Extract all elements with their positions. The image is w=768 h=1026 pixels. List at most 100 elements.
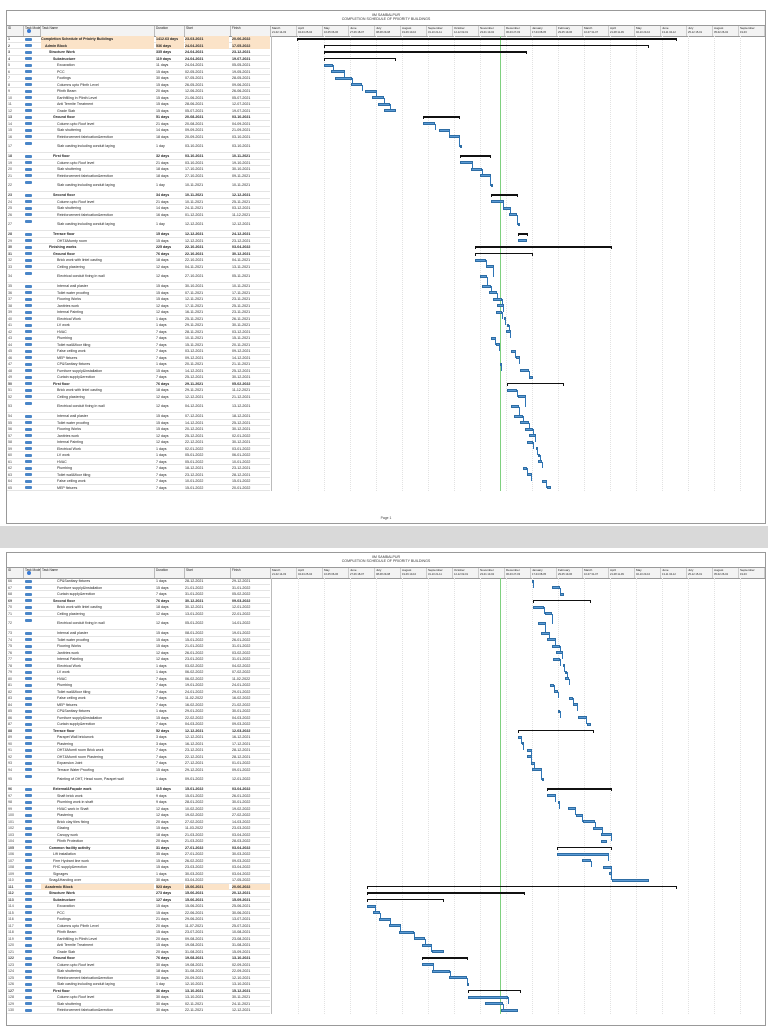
task-bar[interactable] xyxy=(467,995,509,999)
task-bar[interactable] xyxy=(529,375,534,379)
task-bar[interactable] xyxy=(551,644,560,648)
task-bar[interactable] xyxy=(448,135,460,139)
task-bar[interactable] xyxy=(542,479,547,483)
task-row[interactable]: 64 False ceiling work 7 days 10-01-2022 15-0… xyxy=(7,478,270,485)
task-bar[interactable] xyxy=(532,768,542,772)
task-bar[interactable] xyxy=(541,778,545,781)
task-row[interactable]: 50 First floor 76 days 29-11-2021 05-02-2022 xyxy=(7,381,270,387)
task-row[interactable]: 125 Reinforcement fabrication&erection 30 … xyxy=(7,975,270,981)
task-row[interactable]: 34 Electrical conduit fixing in wall 12 da… xyxy=(7,270,270,283)
task-row[interactable]: 102 Glazing 15 days 11-03-2022 23-03-2022 xyxy=(7,825,270,832)
task-row[interactable]: 130 Reinforcement fabrication&erection 30 … xyxy=(7,1007,270,1014)
task-bar[interactable] xyxy=(367,904,376,908)
task-row[interactable]: 51 Brick work with lintel casting 18 days 2… xyxy=(7,387,270,394)
task-row[interactable]: 76 Janitries work 12 days 26-01-2022 03-02-2… xyxy=(7,650,270,656)
task-row[interactable]: 26 Reinforcement fabrication&erection 16 d… xyxy=(7,212,270,218)
task-row[interactable]: 62 Plumbing 7 days 18-12-2021 23-12-2021 xyxy=(7,465,270,472)
task-row[interactable]: 52 Ceiling plastering 12 days 12-12-2021 21-… xyxy=(7,394,270,400)
task-bar[interactable] xyxy=(554,690,559,694)
task-row[interactable]: 7 Footings 30 days 07-05-2021 28-05-2021 xyxy=(7,75,270,82)
task-bar[interactable] xyxy=(495,343,500,347)
task-row[interactable]: 71 Ceiling plastering 12 days 13-01-2022 22-… xyxy=(7,611,270,617)
task-row[interactable]: 105 Common facility activity 31 days 27-01-… xyxy=(7,845,270,851)
task-row[interactable]: 16 Reinforcement fabrication&erection 18 d… xyxy=(7,134,270,140)
task-row[interactable]: 69 Second floor 76 days 30-12-2021 09-03-202… xyxy=(7,598,270,604)
task-bar[interactable] xyxy=(518,735,522,739)
task-row[interactable]: 61 HVAC 7 days 05-01-2022 10-01-2022 xyxy=(7,459,270,465)
task-bar[interactable] xyxy=(421,943,432,947)
task-row[interactable]: 22 Slab casting including conduit laying 1… xyxy=(7,179,270,192)
task-row[interactable]: 3 Structure Work 335 days 24-04-2021 23-12-2… xyxy=(7,49,270,56)
task-bar[interactable] xyxy=(533,605,545,609)
task-bar[interactable] xyxy=(493,297,503,301)
task-row[interactable]: 92 OHT&Mumti room Plastering 7 days 22-12-2… xyxy=(7,754,270,760)
task-row[interactable]: 115 PCC 15 days 22-06-2021 30-06-2021 xyxy=(7,910,270,916)
task-bar[interactable] xyxy=(421,963,434,967)
task-row[interactable]: 24 Column upto Roof level 21 days 10-11-202… xyxy=(7,199,270,205)
task-bar[interactable] xyxy=(556,852,609,856)
task-row[interactable]: 42 HVAC 7 days 28-11-2021 03-12-2021 xyxy=(7,329,270,335)
task-bar[interactable] xyxy=(459,145,462,148)
task-row[interactable]: 31 Ground floor 76 days 22-10-2021 30-12-202… xyxy=(7,251,270,257)
task-bar[interactable] xyxy=(524,427,534,431)
task-row[interactable]: 90 Plastering 3 days 16-12-2021 17-12-2021 xyxy=(7,741,270,747)
task-bar[interactable] xyxy=(491,184,494,187)
task-bar[interactable] xyxy=(475,258,487,262)
task-row[interactable]: 20 Slab shuttering 18 days 17-10-2021 30-10-… xyxy=(7,166,270,173)
task-row[interactable]: 101 Brick clay tiles fixing 20 days 27-02-2… xyxy=(7,819,270,825)
task-row[interactable]: 17 Slab casting including conduit laying 1… xyxy=(7,140,270,153)
task-bar[interactable] xyxy=(518,239,528,243)
task-row[interactable]: 8 Columns upto Plinth Level 15 days 26-05-2… xyxy=(7,82,270,88)
task-bar[interactable] xyxy=(364,89,377,93)
task-bar[interactable] xyxy=(431,969,451,973)
task-bar[interactable] xyxy=(538,460,543,464)
task-bar[interactable] xyxy=(448,976,468,980)
task-row[interactable]: 13 Ground floor 51 days 20-08-2021 03-10-202… xyxy=(7,114,270,121)
task-bar[interactable] xyxy=(399,930,415,934)
task-bar[interactable] xyxy=(507,388,518,392)
task-row[interactable]: 108 FHC supply&erection 15 days 23-03-2022 0… xyxy=(7,864,270,871)
task-row[interactable]: 68 Curtain supply&erection 7 days 31-01-202… xyxy=(7,591,270,598)
task-row[interactable]: 65 MEP fixtures 7 days 15-01-2022 20-01-2022 xyxy=(7,485,270,491)
task-bar[interactable] xyxy=(518,223,521,226)
task-row[interactable]: 54 Internal wall plaster 15 days 07-12-2021… xyxy=(7,413,270,420)
task-row[interactable]: 63 Toilet wall&floor tiling 7 days 23-12-20… xyxy=(7,472,270,478)
task-row[interactable]: 41 LV work 1 days 29-11-2021 30-11-2021 xyxy=(7,322,270,329)
task-row[interactable]: 127 First floor 36 days 13-10-2021 15-12-202… xyxy=(7,988,270,994)
task-bar[interactable] xyxy=(586,722,591,726)
task-bar[interactable] xyxy=(491,336,496,340)
task-row[interactable]: 117 Columns upto Plinth Level 20 days 11-07… xyxy=(7,923,270,929)
task-bar[interactable] xyxy=(482,284,492,288)
task-row[interactable]: 70 Brick work with lintel casting 18 days 3… xyxy=(7,604,270,611)
task-row[interactable]: 84 MEP fixtures 7 days 16-02-2022 21-02-2022 xyxy=(7,702,270,708)
task-row[interactable]: 72 Electrical conduit fixing in wall 12 da… xyxy=(7,617,270,630)
task-bar[interactable] xyxy=(389,924,401,928)
task-row[interactable]: 74 Toilet water proofing 15 days 15-01-2022… xyxy=(7,637,270,643)
task-bar[interactable] xyxy=(582,820,596,824)
task-bar[interactable] xyxy=(379,917,391,921)
task-row[interactable]: 33 Ceiling plastering 12 days 04-11-2021 13-… xyxy=(7,264,270,270)
task-row[interactable]: 57 Janitries work 12 days 25-12-2021 02-01-2… xyxy=(7,433,270,439)
task-bar[interactable] xyxy=(560,592,565,596)
task-row[interactable]: 87 Curtain supply&erection 7 days 04-03-202… xyxy=(7,721,270,728)
task-row[interactable]: 85 CP&Sanitary fixtures 1 days 29-01-2022 30… xyxy=(7,708,270,715)
task-row[interactable]: 30 Finishing works 225 days 22-10-2021 03-04… xyxy=(7,244,270,251)
task-row[interactable]: 88 Terrace floor 52 days 12-12-2021 12-03-20… xyxy=(7,728,270,734)
task-bar[interactable] xyxy=(323,63,334,67)
task-bar[interactable] xyxy=(546,486,551,490)
task-row[interactable]: 56 Flooring Works 15 days 20-12-2021 30-12-2… xyxy=(7,426,270,433)
task-row[interactable]: 106 Lift installation 35 days 27-01-2022 30-… xyxy=(7,851,270,858)
task-row[interactable]: 66 CP&Sanitary fixtures 1 days 28-12-2021 29… xyxy=(7,578,270,585)
task-row[interactable]: 10 Earthfilling in Plinth Level 15 days 21-… xyxy=(7,95,270,101)
task-row[interactable]: 19 Column upto Roof level 21 days 03-10-202… xyxy=(7,160,270,166)
task-bar[interactable] xyxy=(372,96,385,100)
task-row[interactable]: 80 HVAC 7 days 06-02-2022 11-02-2022 xyxy=(7,676,270,682)
task-row[interactable]: 107 Firm Hydrant line work 15 days 26-02-20… xyxy=(7,858,270,864)
task-bar[interactable] xyxy=(484,1002,504,1006)
task-bar[interactable] xyxy=(479,174,491,178)
task-bar[interactable] xyxy=(422,122,436,126)
task-bar[interactable] xyxy=(602,865,612,869)
task-row[interactable]: 93 Expansion Joint 7 days 27-12-2021 01-01-2… xyxy=(7,760,270,767)
task-row[interactable]: 100 Plastering 12 days 19-02-2022 27-02-2022 xyxy=(7,812,270,819)
task-row[interactable]: 18 First floor 32 days 03-10-2021 10-11-2021 xyxy=(7,153,270,160)
